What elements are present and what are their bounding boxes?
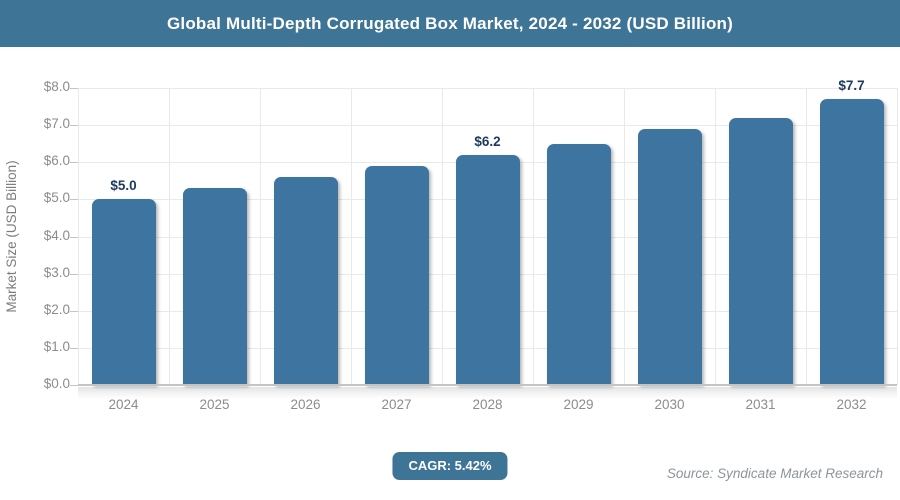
y-tick-mark [70,236,78,238]
bar-2024 [91,199,156,385]
bar-2030 [637,128,702,385]
source-attribution: Source: Syndicate Market Research [666,466,883,481]
v-gridline [806,88,807,385]
bar-2029 [546,143,611,385]
y-tick-label: $1.0 [43,338,70,354]
v-gridline [533,88,534,385]
x-tick-label: 2026 [290,397,321,412]
v-gridline [624,88,625,385]
y-tick-label: $6.0 [43,153,70,169]
y-tick-mark [70,347,78,349]
y-tick-label: $4.0 [43,227,70,243]
bar-2025 [182,188,247,385]
v-gridline [442,88,443,385]
x-tick-label: 2025 [199,397,230,412]
bar-2032 [819,99,884,385]
bar-2031 [728,117,793,385]
bar-2027 [364,165,429,385]
y-tick-mark [70,125,78,127]
h-gridline [78,125,897,127]
y-tick-label: $2.0 [43,301,70,317]
h-gridline [78,88,897,89]
y-tick-label: $8.0 [43,79,70,94]
y-tick-label: $5.0 [43,190,70,206]
bar-value-label: $5.0 [110,178,137,194]
x-tick-label: 2028 [472,397,503,412]
v-gridline [78,88,79,385]
y-tick-label: $7.0 [43,116,70,132]
chart-title-bar: Global Multi-Depth Corrugated Box Market… [0,0,900,47]
x-tick-label: 2032 [836,397,867,412]
y-tick-mark [70,273,78,275]
y-tick-mark [70,162,78,164]
x-tick-label: 2024 [108,397,139,412]
x-axis-line [78,384,897,386]
x-tick-label: 2029 [563,397,594,412]
y-tick-label: $3.0 [43,264,70,280]
v-gridline [715,88,716,385]
bar-value-label: $7.7 [838,78,865,94]
x-tick-label: 2027 [381,397,412,412]
x-tick-label: 2031 [745,397,776,412]
v-gridline [169,88,170,385]
bar-2028 [455,154,520,385]
v-gridline [351,88,352,385]
x-tick-label: 2030 [654,397,685,412]
v-gridline [897,88,898,385]
plot-area: $5.0 $6.2 $7.7 [78,78,898,386]
cagr-badge: CAGR: 5.42% [392,452,508,480]
bar-value-label: $6.2 [474,133,501,149]
x-axis-shadow [78,387,897,399]
y-tick-mark [70,88,78,89]
bar-2026 [273,177,338,385]
v-gridline [260,88,261,385]
chart-title: Global Multi-Depth Corrugated Box Market… [167,13,733,33]
y-tick-mark [70,385,78,386]
y-tick-mark [70,199,78,201]
y-tick-label: $0.0 [43,376,70,391]
y-tick-mark [70,310,78,312]
